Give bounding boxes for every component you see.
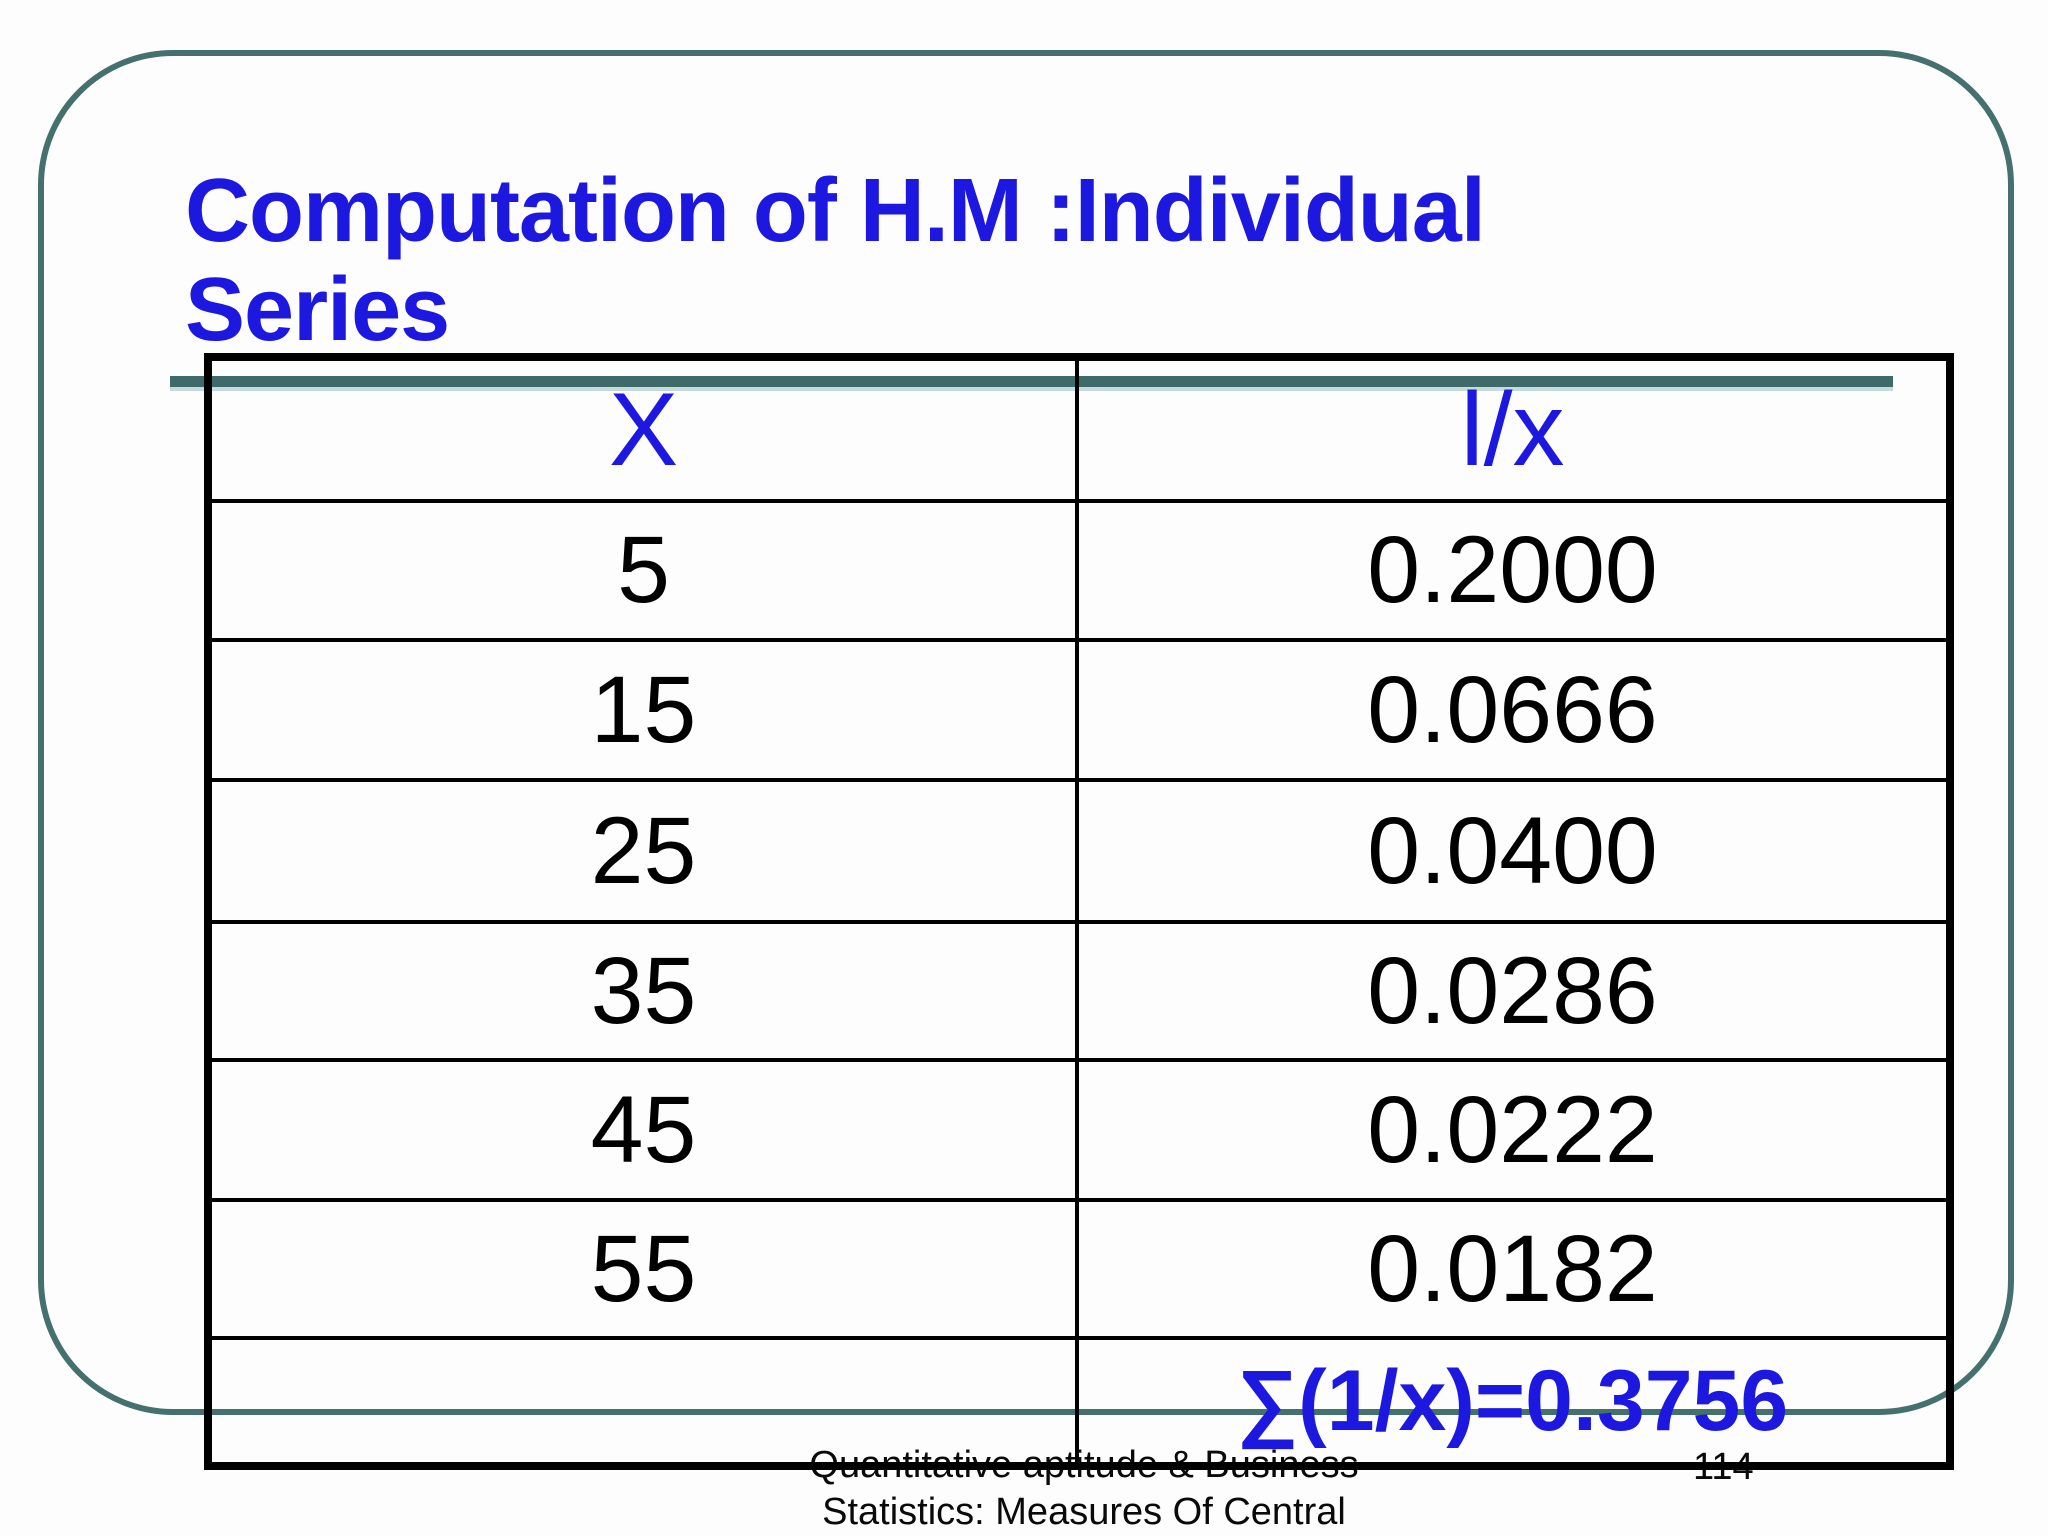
table-cell-x-3: 35 <box>212 920 1075 1058</box>
table-cell-1x-1: 0.0666 <box>1075 638 1946 778</box>
table-cell-x-2: 25 <box>212 778 1075 920</box>
table-sum-label: ∑(1/x)=0.3756 <box>1075 1336 1946 1462</box>
title-underline-rule <box>170 376 1893 391</box>
hm-computation-table: X l/x 5 0.2000 15 0.0666 25 0.0400 35 0.… <box>204 353 1954 1470</box>
page-title-line1: Computation of H.M :Individual <box>185 161 1486 261</box>
footer-line2: Statistics: Measures Of Central <box>822 1491 1346 1533</box>
table-cell-x-5: 55 <box>212 1198 1075 1336</box>
slide-rounded-border <box>38 50 2014 1415</box>
table-cell-x-4: 45 <box>212 1058 1075 1198</box>
table-cell-x-1: 15 <box>212 638 1075 778</box>
table-cell-1x-5: 0.0182 <box>1075 1198 1946 1336</box>
table-header-x: X <box>608 371 679 488</box>
table-header-1x: l/x <box>1075 361 1946 499</box>
table-cell-1x-3: 0.0286 <box>1075 920 1946 1058</box>
table-cell-sum-empty <box>212 1336 1075 1462</box>
table-cell-1x-2: 0.0400 <box>1075 778 1946 920</box>
table-cell-1x-4: 0.0222 <box>1075 1058 1946 1198</box>
table-cell-1x-0: 0.2000 <box>1075 499 1946 638</box>
page-title: Computation of H.M :Individual Series <box>185 162 1785 360</box>
table-cell-x-0: 5 <box>212 499 1075 638</box>
page-title-line2: Series <box>185 260 450 360</box>
